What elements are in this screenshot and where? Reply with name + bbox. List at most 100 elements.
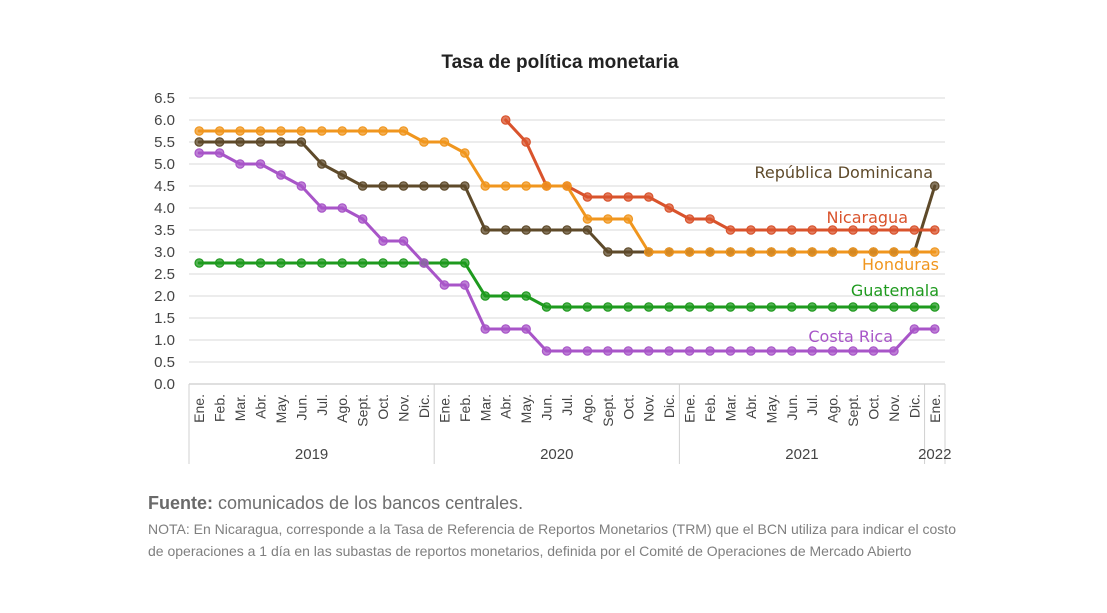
point-costa-rica xyxy=(786,346,797,356)
point-nicaragua xyxy=(929,225,940,235)
point-costa-rica xyxy=(398,236,409,246)
x-tick-label: Ene. xyxy=(927,394,943,423)
x-tick-label: Jul. xyxy=(314,394,330,416)
x-tick-label: Sept. xyxy=(845,394,861,427)
x-tick-label: Ago. xyxy=(579,394,595,423)
point-nicaragua xyxy=(889,225,899,235)
point-honduras xyxy=(439,137,450,147)
point-honduras xyxy=(643,247,654,257)
year-label: 2020 xyxy=(540,446,573,463)
point-honduras xyxy=(419,137,429,147)
point-honduras xyxy=(868,247,879,257)
point-honduras xyxy=(827,247,838,257)
point-guatemala xyxy=(807,302,817,312)
x-tick-label: Dic. xyxy=(416,394,432,418)
point-republica-dominicana xyxy=(255,137,266,147)
y-tick-label: 2.5 xyxy=(154,266,175,283)
point-nicaragua xyxy=(521,137,531,147)
point-republica-dominicana xyxy=(419,181,429,191)
point-costa-rica xyxy=(337,203,348,213)
series-layer xyxy=(194,115,940,356)
point-honduras xyxy=(296,126,307,136)
point-costa-rica xyxy=(541,346,552,356)
point-honduras xyxy=(889,247,899,257)
point-costa-rica xyxy=(460,280,470,290)
point-honduras xyxy=(235,126,245,136)
point-guatemala xyxy=(521,291,531,301)
x-tick-label: Abr. xyxy=(253,394,269,419)
point-guatemala xyxy=(827,302,838,312)
point-nicaragua xyxy=(848,225,858,235)
point-guatemala xyxy=(909,302,920,312)
x-tick-label: Nov. xyxy=(886,394,902,422)
x-tick-label: Oct. xyxy=(620,394,636,420)
point-republica-dominicana xyxy=(194,137,205,147)
point-republica-dominicana xyxy=(603,247,613,257)
point-honduras xyxy=(909,247,920,257)
point-republica-dominicana xyxy=(521,225,531,235)
point-republica-dominicana xyxy=(398,181,409,191)
year-label: 2019 xyxy=(295,446,328,463)
x-tick-label: Nov. xyxy=(641,394,657,422)
point-nicaragua xyxy=(603,192,613,202)
y-tick-label: 5.0 xyxy=(154,156,175,173)
point-republica-dominicana xyxy=(562,225,572,235)
point-nicaragua xyxy=(786,225,797,235)
point-guatemala xyxy=(746,302,756,312)
x-tick-label: Jul. xyxy=(804,394,820,416)
point-costa-rica xyxy=(378,236,388,246)
point-nicaragua xyxy=(827,225,838,235)
point-honduras xyxy=(357,126,368,136)
point-guatemala xyxy=(786,302,797,312)
point-republica-dominicana xyxy=(500,225,511,235)
point-guatemala xyxy=(705,302,715,312)
point-costa-rica xyxy=(562,346,572,356)
point-costa-rica xyxy=(725,346,736,356)
point-nicaragua xyxy=(807,225,817,235)
point-republica-dominicana xyxy=(623,247,634,257)
point-costa-rica xyxy=(909,324,920,334)
footer: Fuente: comunicados de los bancos centra… xyxy=(148,492,968,562)
point-guatemala xyxy=(582,302,593,312)
point-guatemala xyxy=(725,302,736,312)
point-honduras xyxy=(541,181,552,191)
x-tick-label: May. xyxy=(273,394,289,423)
point-republica-dominicana xyxy=(337,170,348,180)
year-label: 2022 xyxy=(918,446,951,463)
point-honduras xyxy=(521,181,531,191)
point-costa-rica xyxy=(419,258,429,268)
x-tick-label: Ago. xyxy=(825,394,841,423)
point-costa-rica xyxy=(746,346,756,356)
series-label-costa-rica: Costa Rica xyxy=(808,327,893,346)
point-guatemala xyxy=(296,258,307,268)
point-guatemala xyxy=(194,258,205,268)
y-tick-label: 3.5 xyxy=(154,222,175,239)
point-costa-rica xyxy=(480,324,491,334)
y-tick-label: 1.0 xyxy=(154,332,175,349)
point-guatemala xyxy=(460,258,470,268)
x-tick-label: May. xyxy=(763,394,779,423)
point-guatemala xyxy=(766,302,777,312)
point-costa-rica xyxy=(296,181,307,191)
point-costa-rica xyxy=(929,324,940,334)
point-guatemala xyxy=(848,302,858,312)
x-tick-label: Jul. xyxy=(559,394,575,416)
x-tick-label: Feb. xyxy=(702,394,718,422)
y-tick-label: 0.0 xyxy=(154,376,175,393)
point-costa-rica xyxy=(214,148,225,158)
point-guatemala xyxy=(235,258,245,268)
point-republica-dominicana xyxy=(378,181,388,191)
point-guatemala xyxy=(500,291,511,301)
x-tick-label: Oct. xyxy=(865,394,881,420)
y-tick-label: 5.5 xyxy=(154,134,175,151)
point-honduras xyxy=(929,247,940,257)
source-line: Fuente: comunicados de los bancos centra… xyxy=(148,492,968,514)
x-tick-label: Jun. xyxy=(784,394,800,420)
point-guatemala xyxy=(664,302,674,312)
y-tick-label: 6.5 xyxy=(154,90,175,107)
series-line-guatemala xyxy=(197,261,937,309)
point-costa-rica xyxy=(603,346,613,356)
point-guatemala xyxy=(214,258,225,268)
point-costa-rica xyxy=(521,324,531,334)
x-tick-label: Ago. xyxy=(334,394,350,423)
